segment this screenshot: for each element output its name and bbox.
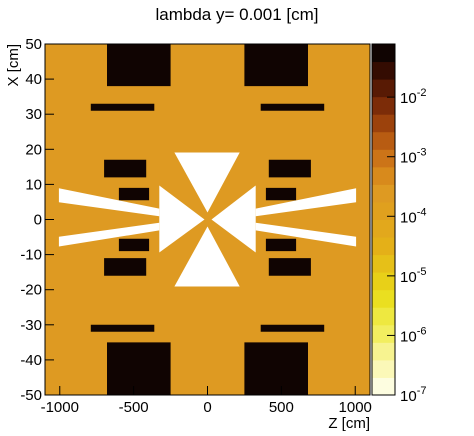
region [107,342,171,395]
x-tick-label: -1000 [41,399,79,416]
colorbar-tick-base: 10 [400,150,417,167]
colorbar-tick-base: 10 [400,209,417,226]
colorbar-band [372,131,395,150]
colorbar-tick-label: 10-4 [400,206,426,226]
colorbar-tick-label: 10-2 [400,87,426,107]
colorbar-tick-base: 10 [400,90,417,107]
colorbar-band [372,114,395,133]
region [104,159,147,178]
y-tick-label: 10 [25,176,42,193]
region [104,258,147,276]
colorbar-band [372,342,395,361]
region [159,185,205,253]
colorbar-tick-base: 10 [400,269,417,286]
region [211,185,256,253]
region [255,222,357,247]
colorbar-tick-exponent: -7 [417,385,427,397]
region [255,188,357,217]
region [107,44,171,87]
colorbar-tick-exponent: -4 [417,206,427,218]
region [118,238,150,252]
colorbar-band [372,96,395,115]
y-tick-label: 20 [25,141,42,158]
region [260,103,325,111]
colorbar-tick-exponent: -5 [417,266,427,278]
y-tick-label: -50 [20,387,42,404]
colorbar-band [372,61,395,80]
y-tick-label: 40 [25,71,42,88]
region [265,238,297,252]
y-tick-label: -40 [20,352,42,369]
region [58,188,160,217]
colorbar-tick-label: 10-5 [400,266,426,286]
colorbar-band [372,254,395,273]
y-tick-label: 50 [25,36,42,53]
region [265,187,297,201]
x-tick-label: 500 [269,399,294,416]
region [45,44,370,395]
region [244,342,308,395]
colorbar-tick-label: 10-7 [400,385,426,405]
x-axis-label: Z [cm] [328,415,370,432]
colorbar-band [372,219,395,238]
colorbar-band [372,307,395,326]
y-tick-label: -30 [20,317,42,334]
region [90,324,155,332]
colorbar-band [372,149,395,168]
colorbar-band [372,237,395,256]
y-tick-label: -10 [20,247,42,264]
colorbar-band [372,289,395,308]
plot-area [45,44,370,395]
colorbar-tick-exponent: -6 [417,325,427,337]
chart-title: lambda y= 0.001 [cm] [155,5,318,24]
x-tick-label: 0 [203,399,211,416]
colorbar-band [372,166,395,185]
y-axis-label: X [cm] [5,44,22,87]
y-tick-label: 0 [34,212,42,229]
region [174,152,240,213]
colorbar-band [372,324,395,343]
region [260,324,325,332]
y-tick-label: -20 [20,282,42,299]
colorbar-tick-label: 10-6 [400,325,426,345]
colorbar-band [372,184,395,203]
colorbar-tick-exponent: -3 [417,147,427,159]
colorbar-band [372,79,395,98]
x-tick-label: 1000 [339,399,372,416]
colorbar-frame [371,43,396,396]
colorbar-tick-base: 10 [400,388,417,405]
region [90,103,155,111]
colorbar-band [372,359,395,378]
region [244,44,308,87]
region [268,258,311,276]
region [118,187,150,201]
colorbar-band [372,377,395,396]
colorbar-band [372,44,395,63]
region [58,222,160,247]
colorbar-tick-base: 10 [400,328,417,345]
colorbar-band [372,201,395,220]
region [174,226,240,287]
colorbar-band [372,272,395,291]
y-tick-label: 30 [25,106,42,123]
colorbar-tick-label: 10-3 [400,147,426,167]
colorbar-tick-exponent: -2 [417,87,427,99]
x-tick-label: -500 [119,399,149,416]
region [268,159,311,178]
